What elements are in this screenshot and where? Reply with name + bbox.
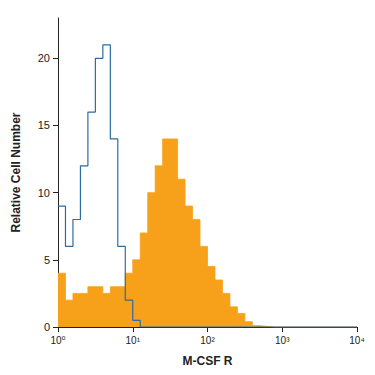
svg-text:10⁴: 10⁴: [349, 335, 364, 346]
svg-text:10: 10: [38, 187, 50, 199]
svg-text:10⁰: 10⁰: [50, 335, 65, 346]
svg-text:10³: 10³: [275, 335, 290, 346]
svg-text:5: 5: [44, 254, 50, 266]
svg-text:10²: 10²: [200, 335, 215, 346]
svg-text:M-CSF R: M-CSF R: [183, 354, 233, 368]
svg-text:15: 15: [38, 119, 50, 131]
svg-text:0: 0: [44, 321, 50, 333]
svg-text:10¹: 10¹: [126, 335, 141, 346]
svg-text:20: 20: [38, 52, 50, 64]
svg-text:Relative Cell Number: Relative Cell Number: [9, 112, 23, 232]
